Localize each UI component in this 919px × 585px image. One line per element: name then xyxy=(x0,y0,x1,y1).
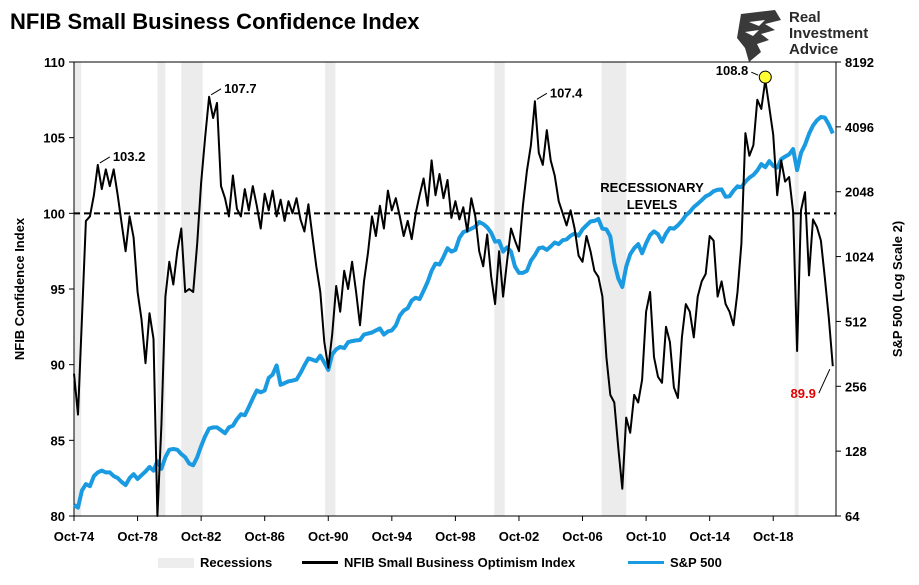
x-tick-label: Oct-78 xyxy=(117,529,157,544)
recession-band-2 xyxy=(181,62,203,516)
axes: 80 85 90 95 100 105 110 64 128 256 512 1024 2048 4096… xyxy=(43,55,874,544)
y2-tick-label: 64 xyxy=(845,509,860,524)
y2-tick-label: 4096 xyxy=(845,120,874,135)
recession-band-1 xyxy=(157,62,166,516)
recessionary-levels-label-1: RECESSIONARY xyxy=(600,180,704,195)
legend-label-recessions: Recessions xyxy=(200,555,273,570)
x-tick-label: Oct-90 xyxy=(308,529,348,544)
brand-line-3: Advice xyxy=(789,41,839,58)
annotation-leader xyxy=(536,92,548,100)
x-tick-label: Oct-06 xyxy=(562,529,602,544)
x-tick-label: Oct-10 xyxy=(626,529,666,544)
legend: Recessions NFIB Small Business Optimism … xyxy=(0,553,919,575)
recession-band-3 xyxy=(325,62,336,516)
x-tick-label: Oct-02 xyxy=(499,529,539,544)
y-tick-label: 90 xyxy=(51,358,65,373)
annotation-label: 107.4 xyxy=(550,85,583,100)
recessionary-levels-label-2: LEVELS xyxy=(627,197,678,212)
annotations: 103.2 107.7 107.4 108.8 89.9 xyxy=(99,63,831,401)
annotation-label: 108.8 xyxy=(716,63,749,78)
peak-marker xyxy=(758,70,772,84)
y2-tick-label: 128 xyxy=(845,444,867,459)
y2-tick-label: 2048 xyxy=(845,185,874,200)
y-axis-title: NFIB Confidence Index xyxy=(12,217,27,360)
y2-tick-label: 8192 xyxy=(845,55,874,70)
chart-title: NFIB Small Business Confidence Index xyxy=(10,9,420,34)
y-tick-label: 110 xyxy=(44,55,65,70)
x-tick-label: Oct-14 xyxy=(689,529,730,544)
recessionary-levels-line: RECESSIONARY LEVELS xyxy=(74,180,836,215)
x-tick-label: Oct-94 xyxy=(372,529,413,544)
legend-swatch-sp500 xyxy=(628,561,664,564)
annotation-leader xyxy=(751,71,759,76)
annotation-label: 103.2 xyxy=(113,149,146,164)
brand-line-1: Real xyxy=(789,9,821,26)
recession-band-0 xyxy=(74,62,82,516)
recession-band-6 xyxy=(794,62,799,516)
sp500-series xyxy=(72,115,835,510)
brand-name: Real Investment Advice xyxy=(789,10,868,58)
nfib-series xyxy=(73,79,834,517)
y2-tick-label: 512 xyxy=(845,314,867,329)
legend-label-sp500: S&P 500 xyxy=(670,555,722,570)
legend-label-nfib: NFIB Small Business Optimism Index xyxy=(344,555,576,570)
legend-nfib: NFIB Small Business Optimism Index xyxy=(302,555,575,570)
legend-recessions: Recessions xyxy=(158,555,272,570)
x-tick-label: Oct-18 xyxy=(753,529,793,544)
y2-tick-label: 256 xyxy=(845,379,867,394)
x-tick-label: Oct-82 xyxy=(181,529,221,544)
recession-bands xyxy=(74,62,799,516)
recession-band-5 xyxy=(601,62,627,516)
brand-line-2: Investment xyxy=(789,25,869,42)
y-tick-label: 100 xyxy=(43,206,65,221)
y2-tick-label: 1024 xyxy=(845,250,875,265)
y2-axis-title: S&P 500 (Log Scale 2) xyxy=(890,221,905,357)
annotation-label: 107.7 xyxy=(224,81,257,96)
x-tick-label: Oct-74 xyxy=(54,529,95,544)
brand-logo: Real Investment Advice xyxy=(735,8,915,66)
annotation-leader xyxy=(99,156,111,164)
sp500-line xyxy=(72,115,835,510)
recession-band-4 xyxy=(494,62,505,516)
nfib-line xyxy=(73,79,834,517)
annotation-label-latest: 89.9 xyxy=(791,386,816,401)
y-tick-label: 85 xyxy=(51,433,65,448)
x-tick-label: Oct-98 xyxy=(435,529,475,544)
y-tick-label: 80 xyxy=(51,509,65,524)
annotation-leader xyxy=(210,88,222,96)
y-tick-label: 105 xyxy=(43,131,65,146)
legend-swatch-nfib xyxy=(302,561,338,564)
eagle-head-icon xyxy=(737,10,781,62)
y-tick-label: 95 xyxy=(51,282,65,297)
annotation-leader xyxy=(818,368,831,394)
legend-sp500: S&P 500 xyxy=(628,555,722,570)
x-tick-label: Oct-86 xyxy=(244,529,284,544)
legend-swatch-recessions xyxy=(158,557,194,568)
